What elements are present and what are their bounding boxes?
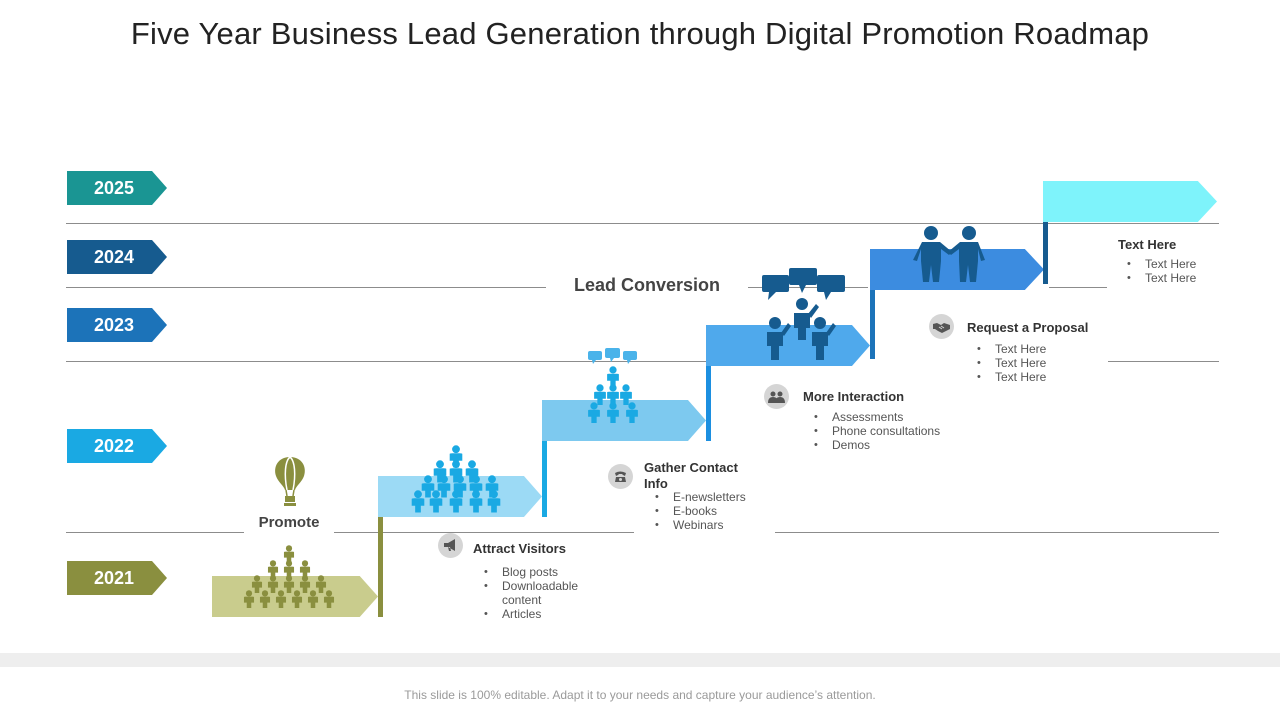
step-pole <box>378 517 383 617</box>
divider-line <box>775 532 1219 533</box>
crowd-icon <box>411 445 501 513</box>
people-icon <box>764 384 789 409</box>
list-item: Phone consultations <box>814 424 982 438</box>
promote-label: Promote <box>244 514 334 532</box>
attract-visitors-list: Blog posts Downloadable content Articles <box>484 565 612 621</box>
more-interaction-title: More Interaction <box>803 389 905 404</box>
request-proposal-title: Request a Proposal <box>967 320 1089 335</box>
handshake-icon <box>929 314 954 339</box>
list-item: Text Here <box>977 342 1105 356</box>
slide-title: Five Year Business Lead Generation throu… <box>130 16 1150 51</box>
divider-line <box>66 361 706 362</box>
step-pole <box>1043 222 1048 284</box>
audience-chat-icon <box>588 348 638 423</box>
list-item: Blog posts <box>484 565 612 579</box>
final-stage-title: Text Here <box>1118 237 1177 252</box>
step-final <box>1043 181 1217 222</box>
step-promote <box>212 576 378 617</box>
step-gather <box>542 400 706 441</box>
list-item: Articles <box>484 607 612 621</box>
list-item: Text Here <box>1127 257 1245 271</box>
phone-icon <box>608 464 633 489</box>
request-proposal-list: Text Here Text Here Text Here <box>977 342 1105 384</box>
year-tag-2022: 2022 <box>67 429 167 463</box>
list-item: Webinars <box>655 518 793 532</box>
list-item: Assessments <box>814 410 982 424</box>
list-item: Text Here <box>977 356 1105 370</box>
list-item: Text Here <box>977 370 1105 384</box>
step-pole <box>542 441 547 517</box>
megaphone-icon <box>438 533 463 558</box>
final-stage-list: Text Here Text Here <box>1127 257 1245 285</box>
divider-line <box>1049 287 1107 288</box>
footer-band <box>0 653 1280 667</box>
divider-line <box>1108 361 1219 362</box>
gather-contact-title: Gather Contact Info <box>644 460 738 491</box>
crowd-icon <box>243 545 335 608</box>
divider-line <box>66 223 1219 224</box>
divider-line <box>748 287 868 288</box>
list-item: Demos <box>814 438 982 452</box>
step-interaction <box>706 325 870 366</box>
attract-visitors-title: Attract Visitors <box>473 541 566 556</box>
divider-line <box>334 532 634 533</box>
step-pole <box>870 290 875 359</box>
lead-conversion-label: Lead Conversion <box>546 274 748 296</box>
list-item: E-books <box>655 504 793 518</box>
hot-air-balloon-icon <box>275 456 305 506</box>
step-proposal <box>870 249 1044 290</box>
gather-contact-list: E-newsletters E-books Webinars <box>655 490 793 532</box>
list-item: E-newsletters <box>655 490 793 504</box>
divider-line <box>66 532 244 533</box>
year-tag-2023: 2023 <box>67 308 167 342</box>
footer-note: This slide is 100% editable. Adapt it to… <box>404 688 876 702</box>
more-interaction-list: Assessments Phone consultations Demos <box>814 410 982 452</box>
year-tag-2021: 2021 <box>67 561 167 595</box>
list-item: Text Here <box>1127 271 1245 285</box>
list-item: Downloadable content <box>484 579 612 607</box>
business-people-icon <box>913 226 985 282</box>
discussion-group-icon <box>762 268 845 360</box>
step-pole <box>706 366 711 441</box>
year-tag-2024: 2024 <box>67 240 167 274</box>
year-tag-2025: 2025 <box>67 171 167 205</box>
divider-line <box>66 287 546 288</box>
